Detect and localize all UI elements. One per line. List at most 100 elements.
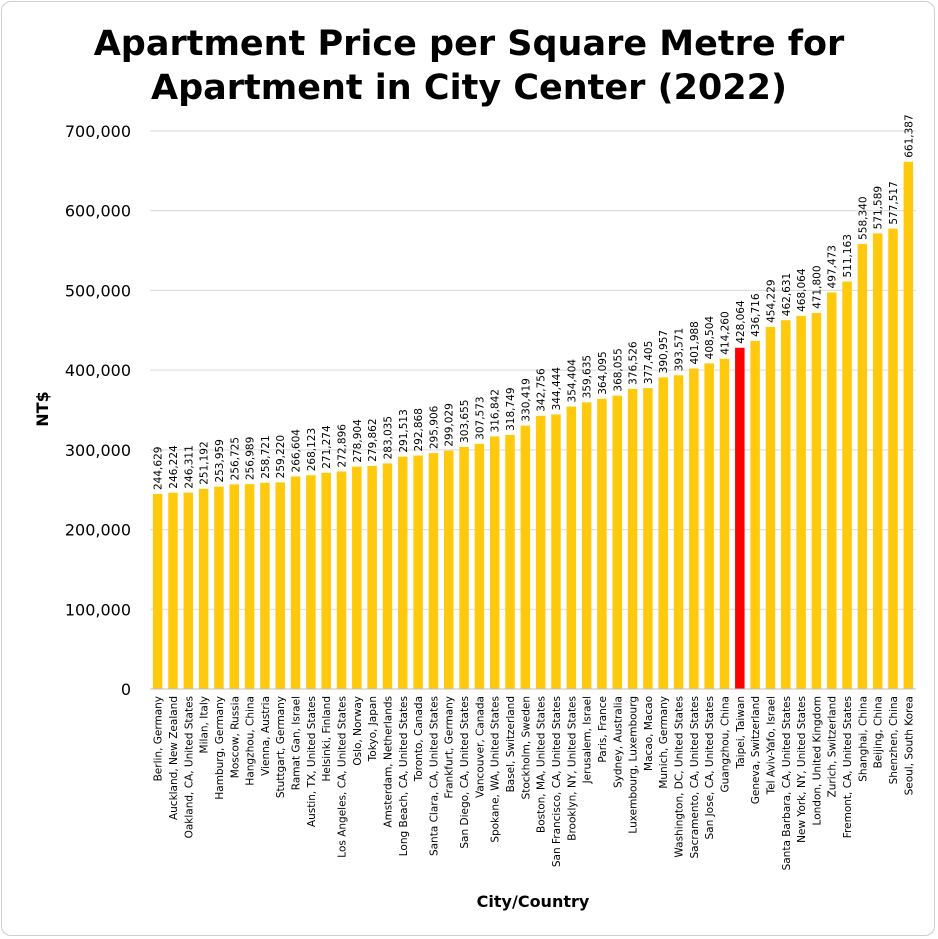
data-label: 253,959 bbox=[214, 439, 226, 482]
data-label: 299,029 bbox=[444, 403, 456, 446]
y-tick-label: 400,000 bbox=[65, 361, 131, 380]
x-tick-label: Shanghai, China bbox=[857, 696, 869, 782]
data-label: 428,064 bbox=[735, 300, 747, 344]
x-tick-label: Tel Aviv-Yafo, Israel bbox=[765, 696, 777, 795]
bar bbox=[352, 466, 362, 689]
data-label: 256,989 bbox=[245, 437, 257, 480]
data-label: 571,589 bbox=[873, 186, 885, 229]
bar bbox=[581, 402, 592, 689]
y-tick-label: 500,000 bbox=[65, 281, 131, 300]
x-tick-label: Luxembourg, Luxembourg bbox=[628, 696, 640, 834]
x-tick-label: Seoul, South Korea bbox=[903, 696, 915, 795]
data-label: 330,419 bbox=[520, 378, 532, 421]
data-label: 292,868 bbox=[413, 408, 425, 451]
data-label: 246,311 bbox=[183, 445, 195, 488]
data-label: 303,655 bbox=[459, 400, 471, 443]
bar bbox=[290, 476, 301, 689]
x-tick-label: Long Beach, CA, United States bbox=[398, 696, 410, 856]
data-label: 272,896 bbox=[337, 424, 349, 468]
data-label: 244,629 bbox=[153, 447, 165, 490]
x-tick-label: Spokane, WA, United States bbox=[490, 696, 502, 843]
x-axis-label: City/Country bbox=[477, 892, 590, 911]
data-label: 268,123 bbox=[306, 428, 318, 471]
x-tick-label: Helsinki, Finland bbox=[321, 696, 333, 782]
y-tick-label: 100,000 bbox=[65, 600, 131, 619]
bar bbox=[612, 395, 623, 689]
data-label: 251,192 bbox=[199, 441, 211, 484]
data-label: 408,504 bbox=[704, 316, 716, 360]
data-label: 283,035 bbox=[382, 416, 394, 459]
data-label: 414,260 bbox=[720, 311, 732, 354]
bar bbox=[520, 425, 531, 689]
x-axis-ticks: Berlin, Germany Auckland, New Zealand Oakl… bbox=[153, 696, 916, 870]
data-label: 376,526 bbox=[628, 341, 640, 385]
data-label: 295,906 bbox=[428, 405, 440, 449]
data-label: 258,721 bbox=[260, 435, 272, 478]
x-tick-label: Taipei, Taiwan bbox=[735, 696, 747, 769]
data-label: 497,473 bbox=[827, 245, 839, 288]
bar bbox=[719, 358, 730, 689]
x-tick-label: San Diego, CA, United States bbox=[459, 696, 471, 849]
data-label: 462,631 bbox=[781, 273, 793, 316]
data-label: 364,095 bbox=[597, 351, 609, 394]
x-tick-label: Moscow, Russia bbox=[229, 696, 241, 778]
x-tick-label: Munich, Germany bbox=[658, 696, 670, 789]
x-tick-label: Santa Barbara, CA, United States bbox=[781, 696, 793, 870]
x-tick-label: Vancouver, Canada bbox=[474, 696, 486, 798]
bar bbox=[597, 398, 607, 689]
chart-title-line-1: Apartment Price per Square Metre for bbox=[94, 24, 845, 64]
x-tick-label: Jerusalem, Israel bbox=[582, 696, 594, 784]
data-label: 344,444 bbox=[551, 367, 563, 411]
bar bbox=[229, 484, 240, 689]
bar bbox=[398, 456, 408, 689]
bar bbox=[903, 161, 914, 689]
x-tick-label: Boston, MA, United States bbox=[536, 696, 548, 833]
bar bbox=[704, 363, 714, 689]
bar bbox=[888, 228, 898, 689]
bar bbox=[643, 388, 653, 689]
y-tick-label: 300,000 bbox=[65, 441, 131, 460]
bar bbox=[489, 436, 500, 689]
x-tick-label: Oslo, Norway bbox=[352, 696, 364, 766]
bar bbox=[152, 493, 163, 689]
y-tick-label: 0 bbox=[121, 680, 131, 699]
x-tick-label: Fremont, CA, United States bbox=[842, 696, 854, 838]
bar bbox=[673, 375, 684, 689]
data-label: 316,842 bbox=[490, 389, 502, 432]
data-label: 279,862 bbox=[367, 418, 379, 461]
x-tick-label: Vienna, Austria bbox=[260, 696, 272, 776]
bar bbox=[811, 312, 822, 689]
x-tick-label: London, United Kingdom bbox=[811, 696, 823, 825]
bar bbox=[796, 315, 806, 689]
data-label: 342,756 bbox=[536, 368, 548, 412]
y-tick-label: 700,000 bbox=[65, 122, 131, 141]
data-label: 471,800 bbox=[811, 265, 823, 308]
bar bbox=[336, 471, 347, 689]
x-tick-label: San Francisco, CA, United States bbox=[551, 696, 563, 867]
data-label: 436,716 bbox=[750, 293, 762, 337]
bar bbox=[535, 415, 546, 689]
x-tick-label: Beijing, China bbox=[873, 696, 885, 768]
x-tick-label: Auckland, New Zealand bbox=[168, 696, 180, 820]
data-label: 368,055 bbox=[612, 348, 624, 391]
data-label: 577,517 bbox=[888, 181, 900, 224]
bar bbox=[826, 292, 837, 689]
bars bbox=[152, 161, 914, 689]
bar bbox=[872, 233, 883, 689]
x-tick-label: Geneva, Switzerland bbox=[750, 696, 762, 804]
bar bbox=[459, 446, 469, 689]
x-tick-label: Washington, DC, United States bbox=[674, 696, 686, 858]
y-axis-ticks: 0 100,000 200,000 300,000 400,000 500,000 600,… bbox=[65, 122, 131, 699]
bar bbox=[781, 320, 791, 689]
bar bbox=[750, 340, 760, 689]
x-tick-label: Austin, TX, United States bbox=[306, 696, 318, 827]
x-tick-label: Stuttgart, Germany bbox=[275, 696, 287, 798]
bar bbox=[627, 388, 638, 689]
x-tick-label: Tokyo, Japan bbox=[367, 696, 379, 762]
x-tick-label: Hamburg, Germany bbox=[214, 696, 226, 800]
data-label: 468,064 bbox=[796, 268, 808, 312]
chart-title-line-2: Apartment in City Center (2022) bbox=[151, 68, 787, 108]
bar bbox=[275, 482, 285, 689]
data-label: 354,404 bbox=[566, 359, 578, 403]
